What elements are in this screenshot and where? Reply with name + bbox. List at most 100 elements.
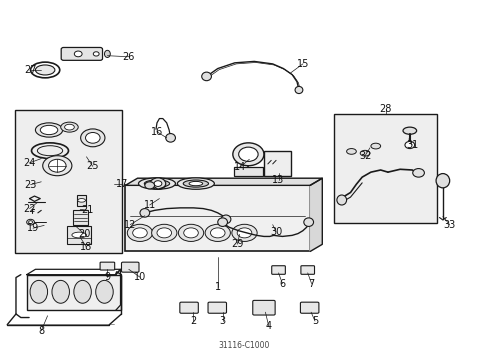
Ellipse shape [336, 195, 346, 205]
Ellipse shape [435, 174, 449, 188]
Text: 31: 31 [406, 140, 418, 150]
Bar [73, 210, 88, 225]
Text: 22: 22 [23, 203, 36, 213]
FancyBboxPatch shape [252, 300, 275, 315]
Ellipse shape [72, 232, 86, 238]
Text: 21: 21 [81, 205, 94, 215]
FancyBboxPatch shape [271, 266, 285, 274]
Ellipse shape [35, 123, 62, 137]
Ellipse shape [177, 178, 214, 189]
Ellipse shape [217, 218, 227, 226]
Ellipse shape [150, 178, 165, 189]
FancyBboxPatch shape [100, 262, 115, 270]
Text: 11: 11 [143, 200, 156, 210]
Bar [27, 275, 121, 310]
FancyBboxPatch shape [61, 48, 102, 60]
Ellipse shape [150, 181, 163, 186]
Ellipse shape [231, 224, 257, 242]
Text: 23: 23 [24, 180, 37, 190]
FancyBboxPatch shape [207, 302, 226, 313]
Text: 30: 30 [269, 227, 282, 237]
Ellipse shape [237, 228, 251, 238]
Ellipse shape [48, 159, 66, 172]
Text: 7: 7 [308, 279, 314, 289]
Ellipse shape [201, 72, 211, 81]
Text: 5: 5 [311, 316, 318, 326]
Text: 19: 19 [27, 223, 39, 233]
Text: 29: 29 [230, 239, 243, 249]
Ellipse shape [210, 228, 224, 238]
Ellipse shape [294, 86, 302, 94]
Text: 16: 16 [150, 127, 163, 137]
Text: 28: 28 [379, 104, 391, 114]
Ellipse shape [151, 224, 177, 242]
Text: 10: 10 [134, 272, 146, 282]
Text: 1: 1 [214, 282, 221, 292]
Ellipse shape [165, 134, 175, 142]
Ellipse shape [127, 224, 152, 242]
Text: 6: 6 [279, 279, 285, 289]
Ellipse shape [303, 218, 313, 226]
Ellipse shape [96, 280, 113, 303]
Bar [67, 226, 91, 244]
Ellipse shape [37, 146, 62, 156]
Ellipse shape [140, 208, 149, 217]
Ellipse shape [232, 143, 264, 166]
Ellipse shape [144, 180, 169, 187]
Ellipse shape [40, 125, 58, 135]
Text: 20: 20 [78, 229, 90, 239]
Ellipse shape [402, 127, 416, 134]
Ellipse shape [370, 143, 380, 149]
Bar [334, 114, 436, 223]
Ellipse shape [144, 182, 154, 189]
Ellipse shape [221, 215, 230, 224]
Text: 15: 15 [296, 59, 308, 69]
Ellipse shape [27, 219, 34, 225]
Polygon shape [125, 178, 322, 185]
FancyBboxPatch shape [180, 302, 198, 313]
Ellipse shape [29, 221, 32, 224]
Bar [77, 195, 86, 206]
FancyBboxPatch shape [121, 262, 139, 272]
Ellipse shape [52, 280, 69, 303]
Bar [125, 185, 309, 251]
FancyBboxPatch shape [300, 302, 318, 313]
Ellipse shape [360, 150, 369, 156]
Ellipse shape [85, 132, 100, 143]
Ellipse shape [157, 228, 171, 238]
Text: 24: 24 [23, 158, 36, 168]
Bar [233, 167, 263, 176]
Text: 18: 18 [80, 242, 92, 252]
Polygon shape [309, 178, 322, 251]
Text: 33: 33 [443, 220, 455, 230]
Ellipse shape [42, 156, 72, 176]
Ellipse shape [404, 141, 414, 149]
Text: 4: 4 [265, 321, 271, 332]
Text: 8: 8 [38, 326, 44, 336]
Bar [264, 152, 290, 176]
Ellipse shape [183, 228, 198, 238]
Text: 9: 9 [104, 272, 110, 282]
Ellipse shape [346, 149, 356, 154]
Ellipse shape [64, 124, 74, 130]
Ellipse shape [81, 129, 105, 147]
Text: 13: 13 [272, 175, 284, 185]
Text: 25: 25 [86, 161, 99, 171]
Ellipse shape [138, 178, 175, 189]
Text: 12: 12 [124, 220, 136, 230]
Bar [15, 111, 122, 253]
Ellipse shape [412, 168, 424, 177]
Ellipse shape [183, 180, 208, 187]
Ellipse shape [93, 52, 99, 56]
Ellipse shape [61, 122, 78, 132]
Ellipse shape [78, 199, 85, 202]
Text: 3: 3 [219, 316, 225, 326]
Ellipse shape [30, 280, 47, 303]
Ellipse shape [189, 181, 202, 186]
Ellipse shape [35, 65, 55, 75]
Ellipse shape [74, 280, 91, 303]
Text: 31116-C1000: 31116-C1000 [218, 341, 270, 350]
Text: 26: 26 [122, 52, 135, 62]
FancyBboxPatch shape [300, 266, 314, 274]
Text: 2: 2 [190, 316, 196, 326]
